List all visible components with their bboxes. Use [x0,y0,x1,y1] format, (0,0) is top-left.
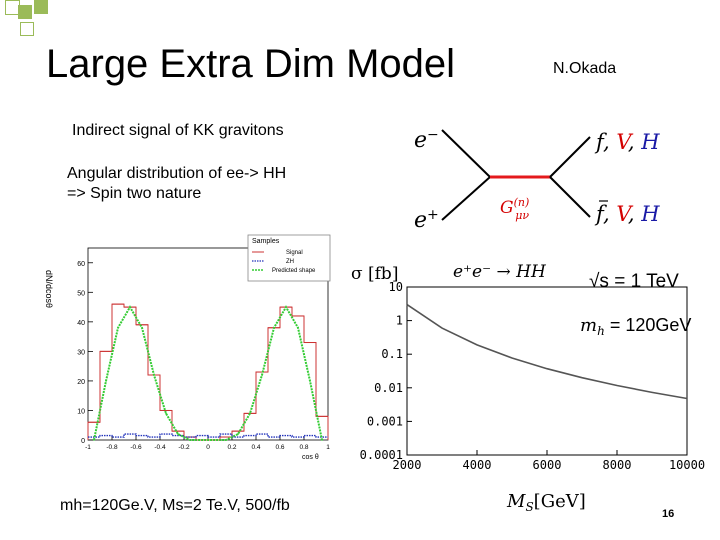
slide-title: Large Extra Dim Model [46,42,456,86]
predicted-point [273,326,275,329]
hist-xtick-label: -1 [85,444,91,451]
predicted-point [105,380,107,382]
hist-ytick-label: 10 [77,408,85,415]
final-state-top: f, V, H [594,130,660,154]
predicted-point [141,326,143,329]
predicted-point [261,374,263,376]
author-name: N.Okada [553,60,617,77]
predicted-point [153,374,155,376]
predicted-point [93,439,95,441]
predicted-point [165,412,167,415]
deco-square [34,0,48,14]
predicted-point [297,326,299,329]
xsec-xtick-label: 6000 [533,458,562,472]
legend-zh: ZH [286,259,294,265]
xsec-ylabel: σ [fb] [351,264,398,284]
xsec-xlabel: MS[GeV] [506,491,586,514]
hist-xtick-label: 0.6 [275,444,284,451]
predicted-point [225,439,227,441]
hist-ytick-label: 0 [81,438,85,445]
legend-signal: Signal [286,250,303,256]
hist-xtick-label: -0.8 [106,444,118,451]
page-number: 16 [662,508,675,520]
xsec-ytick-label: 1 [396,314,403,328]
subtitle-indirect-signal: Indirect signal of KK gravitons [72,122,284,139]
hist-legend: Samples Signal ZH Predicted shape [247,234,331,282]
hist-xtick-label: 0.2 [227,444,236,451]
xsec-xtick-label: 10000 [669,458,705,472]
feynman-diagram: e− e+ G(n) μν f, V, H f, V, H [414,127,660,233]
hist-xlabel: cos θ [302,454,319,461]
hist-xtick-label: -0.4 [154,444,166,451]
parameter-caption: mh=120Ge.V, Ms=2 Te.V, 500/fb [60,497,290,514]
final-line-bottom [549,176,591,218]
legend-predicted: Predicted shape [272,268,316,274]
predicted-point [189,439,191,441]
signal-histogram [87,303,329,441]
subtitle-line: Angular distribution of ee-> HH [67,165,287,182]
predicted-point [285,306,287,308]
hist-xtick-label: 0 [206,444,210,451]
predicted-point [321,439,323,441]
hist-xtick-label: 0.8 [299,444,308,451]
electron-line-top [441,129,491,178]
predicted-point [249,412,251,415]
xsec-ytick-label: 0.0001 [360,448,403,462]
electron-line-bottom [441,176,491,221]
hist-ylabel: dN/dcosθ [44,270,54,308]
hist-ytick-label: 50 [77,290,85,297]
positron-label: e+ [414,207,439,233]
hist-xtick-label: -0.2 [178,444,190,451]
electron-label: e− [414,127,439,153]
hist-xtick-label: 0.4 [251,444,260,451]
xsec-ytick-label: 0.01 [374,381,403,395]
subtitle-angular-distribution: Angular distribution of ee-> HH => Spin … [67,164,286,204]
xsec-xtick-label: 2000 [393,458,422,472]
predicted-point [213,439,215,441]
xsec-xtick-label: 4000 [463,458,492,472]
final-state-bottom: f, V, H [594,202,660,226]
hist-ytick-label: 30 [77,349,85,356]
predicted-shape-line [93,305,323,441]
sqrt-s-label: √s = 1 TeV [589,271,679,292]
xsec-ytick-label: 0.1 [381,347,403,361]
hist-ytick-label: 40 [77,320,85,327]
process-label: e⁺e⁻ → HH [453,262,547,282]
predicted-point [117,326,119,329]
xsec-ytick-label: 0.001 [367,414,403,428]
predicted-point [129,306,131,308]
hist-ytick-label: 20 [77,379,85,386]
xsec-frame [406,286,688,456]
final-line-top [549,136,591,178]
xsec-ytick-label: 10 [389,280,403,294]
subtitle-line: => Spin two nature [67,185,202,202]
hist-xtick-label: 1 [326,444,330,451]
zh-histogram [88,433,328,438]
predicted-point [237,433,239,435]
deco-square [18,5,32,19]
predicted-point [309,380,311,382]
hist-ytick-label: 60 [77,261,85,268]
cross-section-curve [406,303,688,400]
hist-xtick-label: -0.6 [130,444,142,451]
higgs-mass-label: mh = 120GeV [580,315,691,338]
predicted-point [201,439,203,441]
deco-square [20,22,34,36]
predicted-point [177,433,179,435]
legend-title: Samples [252,238,280,245]
cross-section-chart: σ [fb] e⁺e⁻ → HH √s = 1 TeV mh = 120GeV … [351,262,705,514]
graviton-label: G(n) μν [500,196,529,222]
xsec-xtick-label: 8000 [603,458,632,472]
